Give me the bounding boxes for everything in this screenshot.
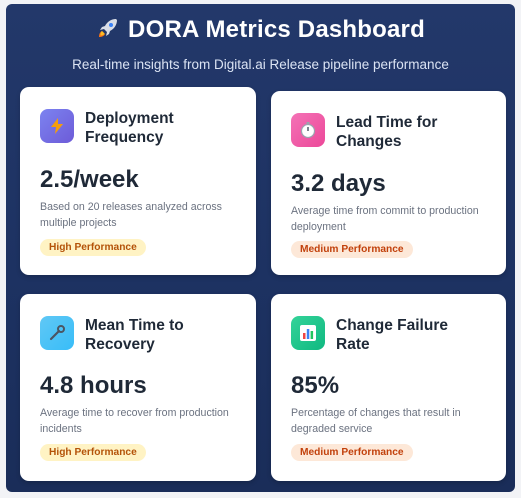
card-title: Change Failure Rate	[336, 317, 448, 353]
metric-card-mttr: Mean Time to Recovery 4.8 hours Average …	[20, 294, 256, 481]
rocket-icon	[96, 16, 120, 44]
status-badge: High Performance	[40, 444, 146, 461]
metric-card-change-failure-rate: Change Failure Rate 85% Percentage of ch…	[271, 294, 506, 481]
wrench-icon	[40, 316, 74, 350]
title-text: DORA Metrics Dashboard	[128, 16, 425, 43]
dashboard-frame: DORA Metrics Dashboard Real-time insight…	[6, 4, 515, 492]
metric-description: Based on 20 releases analyzed across mul…	[40, 201, 222, 229]
metric-value: 2.5/week	[40, 166, 139, 193]
metric-card-deployment-frequency: Deployment Frequency 2.5/week Based on 2…	[20, 87, 256, 275]
bar-chart-icon	[291, 316, 325, 350]
lightning-icon	[40, 109, 74, 143]
page-title: DORA Metrics Dashboard	[6, 16, 515, 44]
status-badge: Medium Performance	[291, 241, 413, 258]
metric-value: 3.2 days	[291, 170, 386, 197]
metric-description: Average time from commit to production d…	[291, 205, 479, 233]
card-title: Deployment Frequency	[85, 110, 174, 146]
metric-value: 4.8 hours	[40, 372, 147, 399]
card-title: Mean Time to Recovery	[85, 317, 184, 353]
stopwatch-icon	[291, 113, 325, 147]
metric-card-lead-time: Lead Time for Changes 3.2 days Average t…	[271, 91, 506, 275]
card-title: Lead Time for Changes	[336, 114, 438, 150]
metric-description: Percentage of changes that result in deg…	[291, 407, 461, 435]
status-badge: High Performance	[40, 239, 146, 256]
metric-value: 85%	[291, 372, 340, 399]
page-subtitle: Real-time insights from Digital.ai Relea…	[72, 57, 449, 72]
metric-description: Average time to recover from production …	[40, 407, 229, 435]
status-badge: Medium Performance	[291, 444, 413, 461]
